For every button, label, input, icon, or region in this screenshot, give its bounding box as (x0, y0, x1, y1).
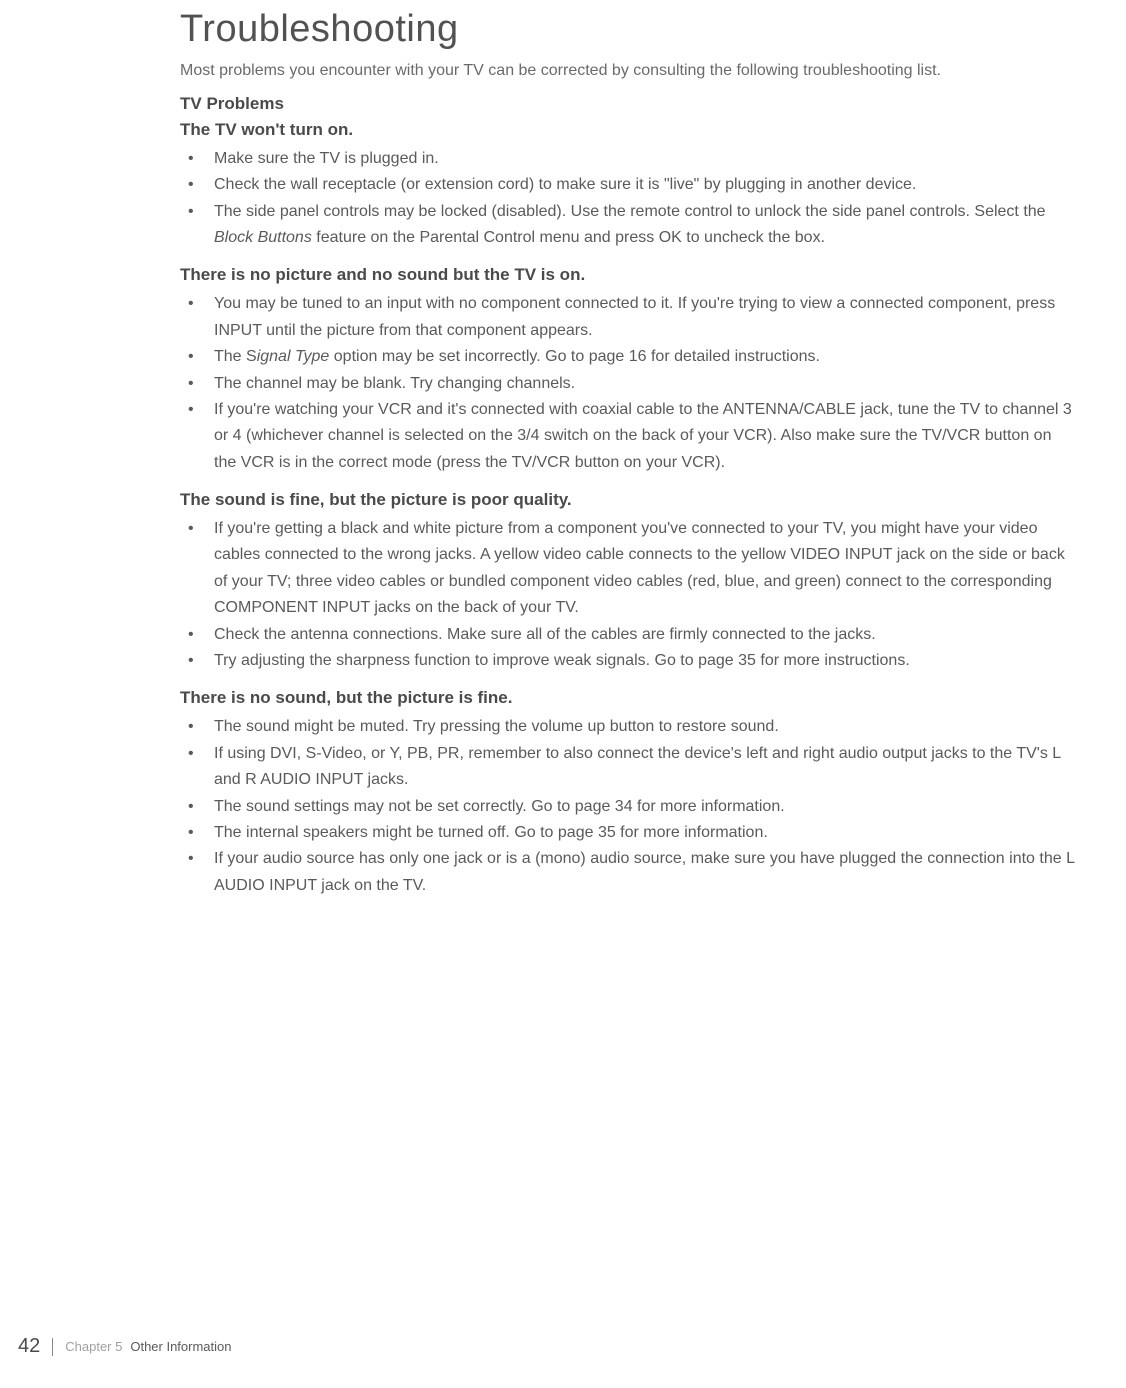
bullet-item: The sound settings may not be set correc… (180, 794, 1076, 820)
bullet-item: If you're watching your VCR and it's con… (180, 397, 1076, 476)
section-header: TV Problems (180, 94, 1076, 114)
intro-text: Most problems you encounter with your TV… (180, 61, 1076, 82)
bullet-item: The internal speakers might be turned of… (180, 820, 1076, 846)
bullet-item: Make sure the TV is plugged in. (180, 146, 1076, 172)
bullet-item: The sound might be muted. Try pressing t… (180, 714, 1076, 740)
bullet-item: If your audio source has only one jack o… (180, 846, 1076, 899)
chapter-name: Other Information (130, 1339, 231, 1354)
subsection-header: The sound is fine, but the picture is po… (180, 490, 1076, 510)
bullet-item: Check the wall receptacle (or extension … (180, 172, 1076, 198)
footer: 42 Chapter 5 Other Information (18, 1335, 232, 1358)
bullet-list: Make sure the TV is plugged in.Check the… (180, 146, 1076, 252)
subsection-header: There is no picture and no sound but the… (180, 265, 1076, 285)
sections-container: The TV won't turn on. Make sure the TV is… (180, 120, 1076, 899)
chapter-label: Chapter 5 (65, 1339, 122, 1354)
bullet-list: If you're getting a black and white pict… (180, 516, 1076, 674)
bullet-item: If you're getting a black and white pict… (180, 516, 1076, 622)
bullet-list: You may be tuned to an input with no com… (180, 291, 1076, 476)
bullet-item: Try adjusting the sharpness function to … (180, 648, 1076, 674)
bullet-item: If using DVI, S-Video, or Y, PB, PR, rem… (180, 741, 1076, 794)
subsection-header: There is no sound, but the picture is fi… (180, 688, 1076, 708)
subsection-header: The TV won't turn on. (180, 120, 1076, 140)
bullet-item: The side panel controls may be locked (d… (180, 199, 1076, 252)
page-title: Troubleshooting (180, 8, 1076, 51)
bullet-item: Check the antenna connections. Make sure… (180, 622, 1076, 648)
bullet-list: The sound might be muted. Try pressing t… (180, 714, 1076, 899)
bullet-item: You may be tuned to an input with no com… (180, 291, 1076, 344)
bullet-item: The channel may be blank. Try changing c… (180, 371, 1076, 397)
bullet-item: The Signal Type option may be set incorr… (180, 344, 1076, 370)
page-number: 42 (18, 1335, 40, 1358)
footer-divider (52, 1338, 53, 1356)
